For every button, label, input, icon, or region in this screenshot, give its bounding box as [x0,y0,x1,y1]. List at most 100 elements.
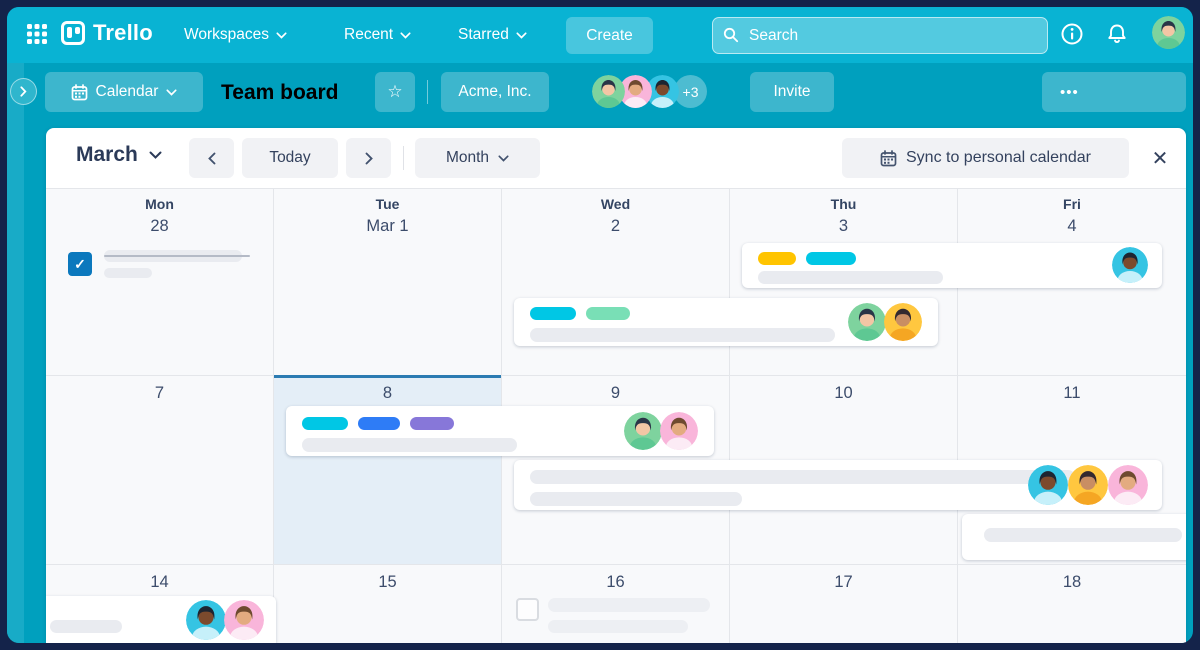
card-label-chip [358,417,400,430]
card-member-avatar [660,412,698,450]
calendar-card[interactable] [962,514,1186,560]
member-avatar[interactable] [646,75,679,108]
calendar-card[interactable] [286,406,714,456]
avatar [592,75,625,108]
search-icon [723,27,739,43]
top-nav: Trello Workspaces Recent Starred Create [7,7,1193,63]
close-icon: ✕ [1151,147,1169,170]
search-box [712,17,1048,54]
chevron-down-icon [516,31,527,39]
member-avatar[interactable] [592,75,625,108]
date-label: 8 [382,384,393,402]
card-member-avatar [1068,465,1108,505]
date-label: 14 [150,573,169,591]
trello-mark-icon [61,21,85,45]
collapsed-sidebar [7,63,24,643]
calendar-card[interactable] [514,460,1162,510]
today-button[interactable]: Today [242,138,338,178]
card-title-placeholder [530,328,835,342]
due-checkbox-checked[interactable]: ✓ [68,252,92,276]
calendar-cell: 15 [274,565,502,643]
card-member-avatar [1028,465,1068,505]
day-label: Thu [830,196,857,212]
calendar-card[interactable] [46,596,276,643]
card-subtitle-placeholder [530,492,742,506]
date-label: 10 [834,384,853,402]
card-label-chip [586,307,630,320]
menu-recent[interactable]: Recent [344,7,411,63]
info-button[interactable] [1058,21,1086,49]
day-label: Wed [600,196,631,212]
board-menu-button[interactable]: ••• [1042,72,1186,112]
board-title[interactable]: Team board [221,81,339,104]
date-label: 28 [150,217,169,235]
notifications-button[interactable] [1103,21,1131,49]
card-member-avatar [186,600,226,640]
card-title-placeholder [302,438,517,452]
date-label: 18 [1062,573,1082,591]
info-icon [1061,23,1083,44]
next-month-button[interactable] [346,138,391,178]
card-label-chip [302,417,348,430]
app-switcher-button[interactable] [24,22,50,48]
due-checkbox-unchecked[interactable] [516,598,539,621]
avatar [1068,465,1108,505]
brand-name: Trello [93,20,153,45]
prev-month-button[interactable] [189,138,234,178]
members-overflow-badge[interactable]: +3 [674,75,707,108]
avatar [884,303,922,341]
trello-logo[interactable]: Trello [61,20,153,46]
divider [427,80,428,104]
day-label: Mon [145,196,174,212]
card-member-avatar [1108,465,1148,505]
ellipsis-icon: ••• [1060,83,1079,101]
calendar-card[interactable] [514,298,938,346]
close-button[interactable]: ✕ [1144,142,1176,174]
app-window: Trello Workspaces Recent Starred Create [7,7,1193,643]
avatar [186,600,226,640]
sync-calendar-button[interactable]: Sync to personal calendar [842,138,1129,178]
calendar-view-button[interactable]: Calendar [45,72,203,112]
chevron-down-icon [166,88,178,96]
avatar [646,75,679,108]
star-button[interactable]: ☆ [375,72,415,112]
card-label-chip [410,417,454,430]
card-member-avatar [624,412,662,450]
avatar [1108,465,1148,505]
org-button[interactable]: Acme, Inc. [441,72,549,112]
card-member-avatar [224,600,264,640]
date-label: Mar 1 [366,217,409,235]
invite-button[interactable]: Invite [750,72,834,112]
card-title-placeholder [50,620,122,633]
chevron-left-icon [207,152,215,164]
date-label: 4 [1067,217,1077,235]
menu-starred[interactable]: Starred [458,7,527,63]
avatar [1028,465,1068,505]
user-avatar[interactable] [1152,16,1185,49]
search-input[interactable] [712,17,1048,54]
date-label: 7 [154,384,165,402]
card-title-placeholder [984,528,1182,542]
day-label: Fri [1063,196,1081,212]
menu-workspaces[interactable]: Workspaces [184,7,287,63]
sidebar-expand-button[interactable] [10,78,37,105]
divider [403,146,404,170]
bell-icon [1108,24,1126,43]
view-select[interactable]: Month [415,138,540,178]
calendar-card[interactable] [742,243,1162,288]
create-button[interactable]: Create [566,17,653,54]
chevron-right-icon [20,86,27,97]
month-select[interactable]: March [76,143,162,167]
chevron-down-icon [149,151,162,159]
star-icon: ☆ [387,82,403,101]
card-member-avatar [848,303,886,341]
calendar-panel: March Today Month Sync to personal calen… [46,128,1186,643]
card-member-avatar [884,303,922,341]
card-title-placeholder [530,470,1075,484]
chevron-down-icon [400,31,411,39]
calendar-cell-today: 8 [274,375,502,565]
date-label: 17 [834,573,853,591]
card-member-avatar [1112,247,1148,283]
avatar [224,600,264,640]
